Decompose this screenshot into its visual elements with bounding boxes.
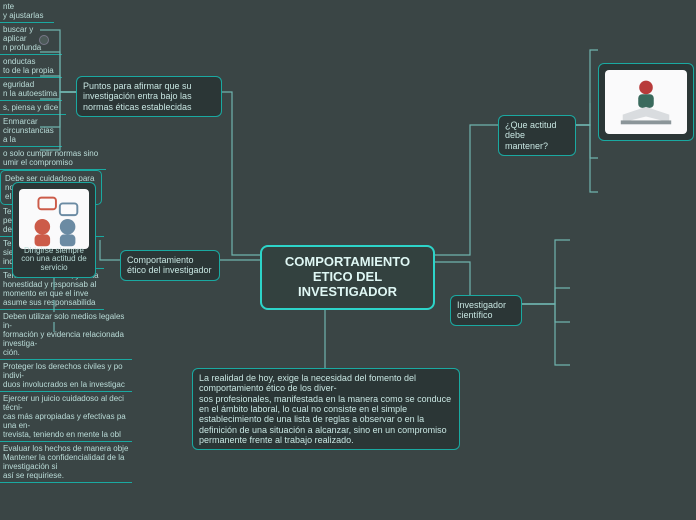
invest-item: Evaluar los hechos de manera obje Manten… — [0, 442, 132, 483]
marker-dot — [39, 35, 49, 45]
invest-item: Proteger los derechos civiles y po indiv… — [0, 360, 132, 392]
left-item: eguridad n la autoestima — [0, 78, 62, 101]
actitud-node: ¿Que actitud debe mantener? — [498, 115, 576, 156]
left-item: s, piensa y dice — [0, 101, 66, 115]
invest-item: Deben utilizar solo medios legales in- f… — [0, 310, 132, 360]
puntos-node: Puntos para afirmar que su investigación… — [76, 76, 222, 117]
img-caption: Dirigirse siempre con una actitud de ser… — [17, 247, 91, 273]
invest-item: Ejercer un juicio cuidadoso al deci técn… — [0, 392, 132, 442]
left-item: nte y ajustarlas — [0, 0, 54, 23]
comport-node: Comportamiento ético del investigador — [120, 250, 220, 281]
left-item: buscar y aplicar n profunda — [0, 23, 62, 55]
invest-node: Investigador científico — [450, 295, 522, 326]
left-under: o solo cumplir normas sino umir el compr… — [0, 147, 106, 170]
realidad-node: La realidad de hoy, exige la necesidad d… — [192, 368, 460, 450]
left-item: onductas to de la propia — [0, 55, 62, 78]
left-item: Enmarcar circunstancias a la — [0, 115, 62, 147]
comport-image-box: Dirigirse siempre con una actitud de ser… — [12, 182, 96, 278]
center-node: COMPORTAMIENTO ETICO DEL INVESTIGADOR — [260, 245, 435, 310]
actitud-image-box — [598, 63, 694, 141]
